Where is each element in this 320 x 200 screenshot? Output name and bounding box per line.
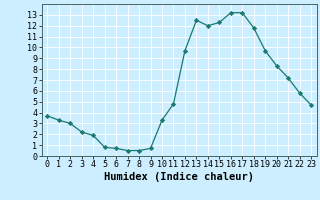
X-axis label: Humidex (Indice chaleur): Humidex (Indice chaleur)	[104, 172, 254, 182]
